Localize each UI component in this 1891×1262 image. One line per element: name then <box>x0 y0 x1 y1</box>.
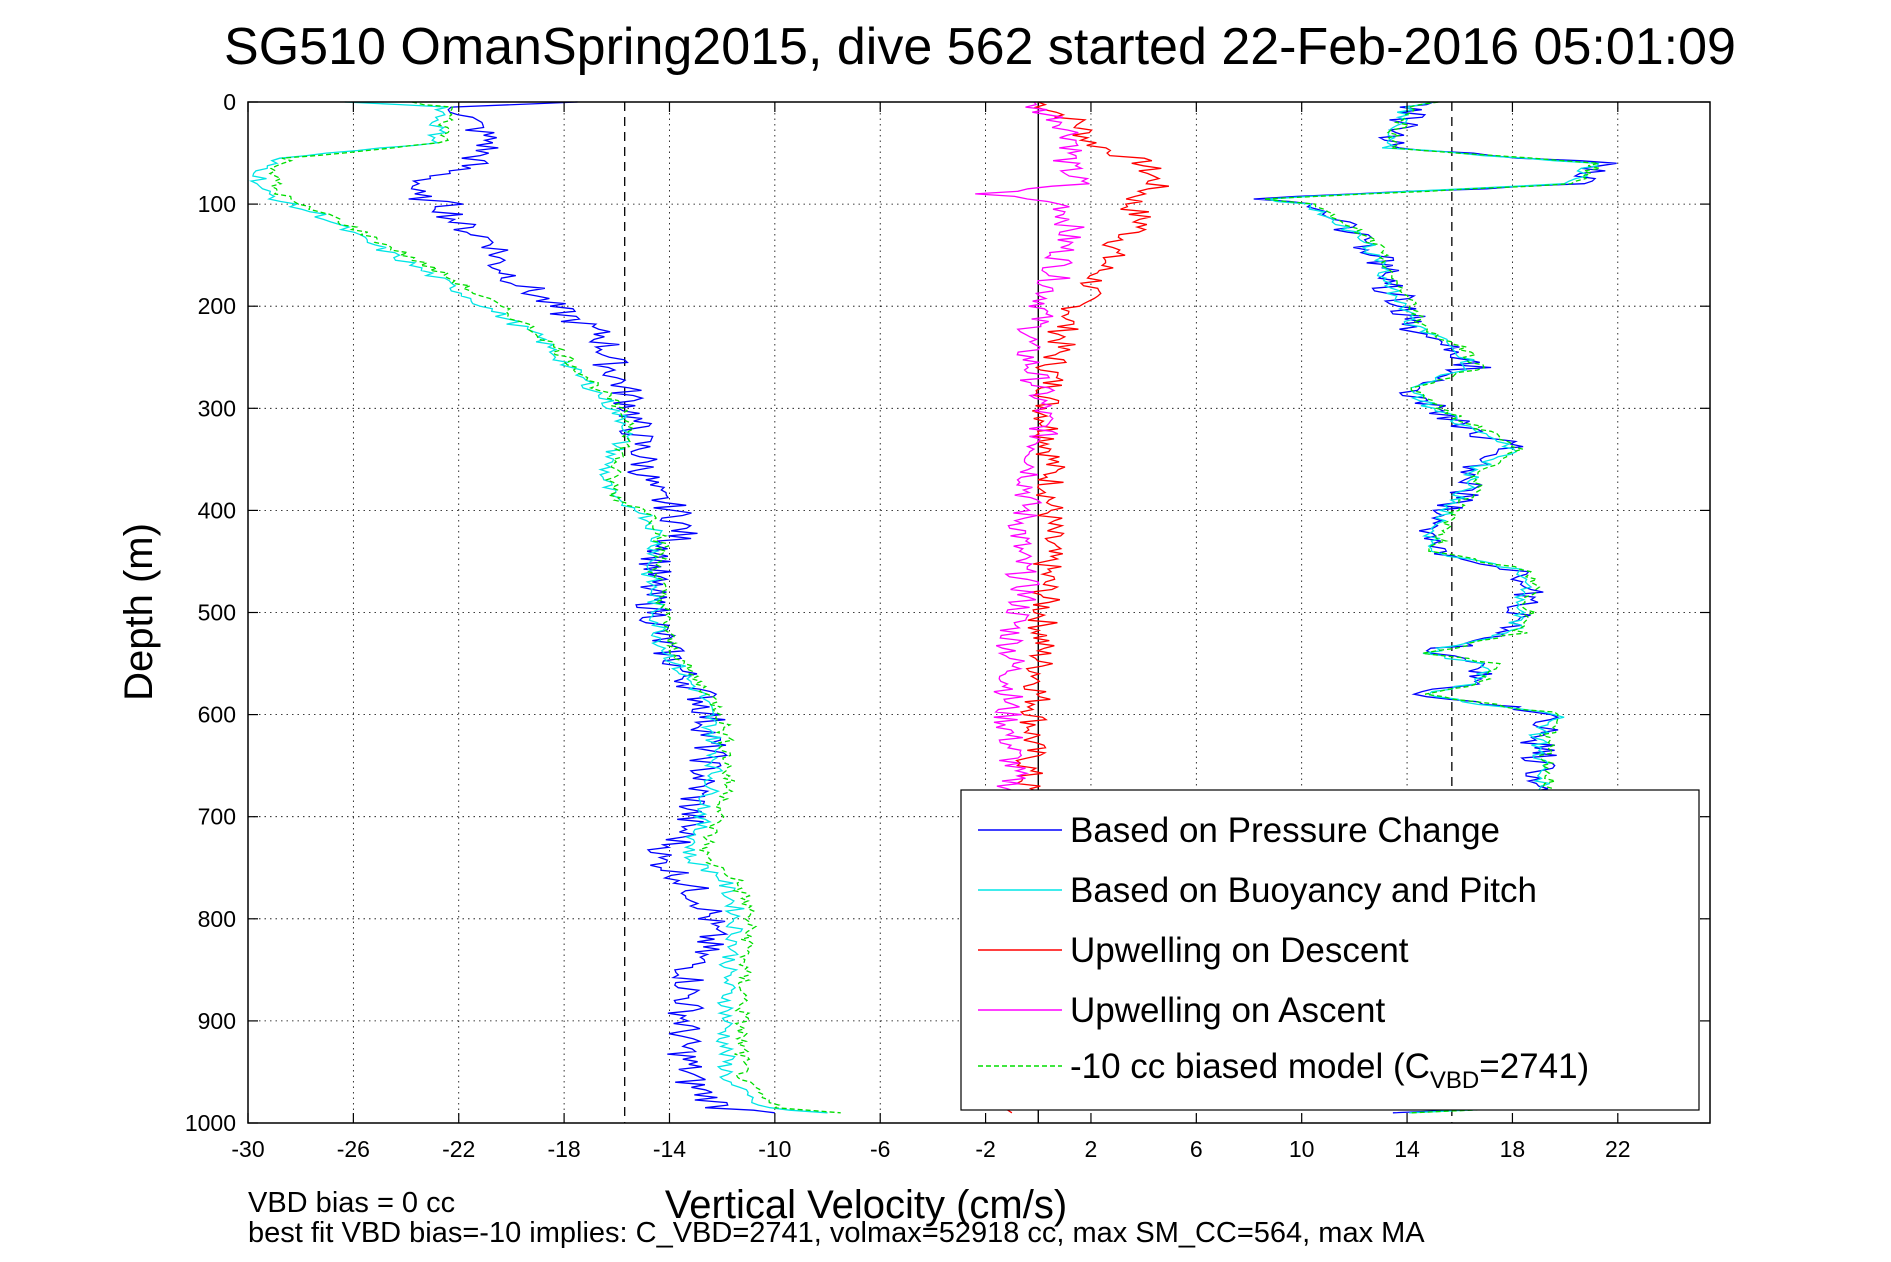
x-tick-label-5: -10 <box>758 1136 791 1162</box>
series-0-profile-0 <box>408 101 775 1114</box>
legend: Based on Pressure Change Based on Buoyanc… <box>960 789 1700 1111</box>
legend-label-2: Upwelling on Descent <box>1070 931 1409 970</box>
footer-line-2: best fit VBD bias=-10 implies: C_VBD=274… <box>248 1217 1425 1249</box>
legend-label-0: Based on Pressure Change <box>1070 811 1500 850</box>
series-4-profile-1 <box>1263 101 1600 1114</box>
x-axis-label: Vertical Velocity (cm/s) <box>665 1183 1067 1227</box>
series-1-profile-0 <box>248 101 828 1114</box>
y-tick-label-6: 600 <box>198 702 236 728</box>
x-tick-label-10: 10 <box>1289 1136 1315 1162</box>
y-tick-label-9: 900 <box>198 1008 236 1034</box>
x-tick-label-6: -6 <box>870 1136 890 1162</box>
x-tick-label-2: -22 <box>442 1136 475 1162</box>
x-tick-label-1: -26 <box>337 1136 370 1162</box>
y-tick-label-4: 400 <box>198 497 236 523</box>
x-tick-label-8: 2 <box>1085 1136 1098 1162</box>
legend-label-suffix: =2741) <box>1479 1047 1589 1086</box>
y-tick-label-1: 100 <box>198 191 236 217</box>
y-tick-label-2: 200 <box>198 293 236 319</box>
y-tick-label-5: 500 <box>198 600 236 626</box>
y-tick-label-10: 1000 <box>185 1110 236 1136</box>
legend-label-3: Upwelling on Ascent <box>1070 991 1385 1030</box>
legend-label-subscript: VBD <box>1430 1067 1479 1094</box>
x-tick-label-13: 22 <box>1605 1136 1631 1162</box>
x-tick-label-0: -30 <box>231 1136 264 1162</box>
y-axis-label: Depth (m) <box>117 523 161 701</box>
y-axis-ticks: 0 100 200 300 400 500 600 700 800 900 1000 <box>185 89 1710 1136</box>
series-3-profile-0 <box>975 101 1090 797</box>
x-tick-label-3: -18 <box>547 1136 580 1162</box>
x-tick-label-12: 18 <box>1500 1136 1526 1162</box>
x-tick-label-7: -2 <box>975 1136 995 1162</box>
y-tick-label-7: 700 <box>198 804 236 830</box>
y-tick-label-0: 0 <box>223 89 236 115</box>
x-tick-label-4: -14 <box>653 1136 686 1162</box>
legend-box <box>960 789 1700 1111</box>
x-tick-label-11: 14 <box>1394 1136 1420 1162</box>
x-tick-label-9: 6 <box>1190 1136 1203 1162</box>
legend-label-1: Based on Buoyancy and Pitch <box>1070 871 1537 910</box>
y-tick-label-3: 300 <box>198 395 236 421</box>
footer-line-1: VBD bias = 0 cc <box>248 1187 455 1219</box>
chart-title: SG510 OmanSpring2015, dive 562 started 2… <box>224 18 1736 76</box>
series-4-profile-0 <box>268 101 841 1114</box>
x-axis-ticks: -30 -26 -22 -18 -14 -10 -6 -2 2 6 10 14 18 22 <box>231 102 1631 1162</box>
y-tick-label-8: 800 <box>198 906 236 932</box>
